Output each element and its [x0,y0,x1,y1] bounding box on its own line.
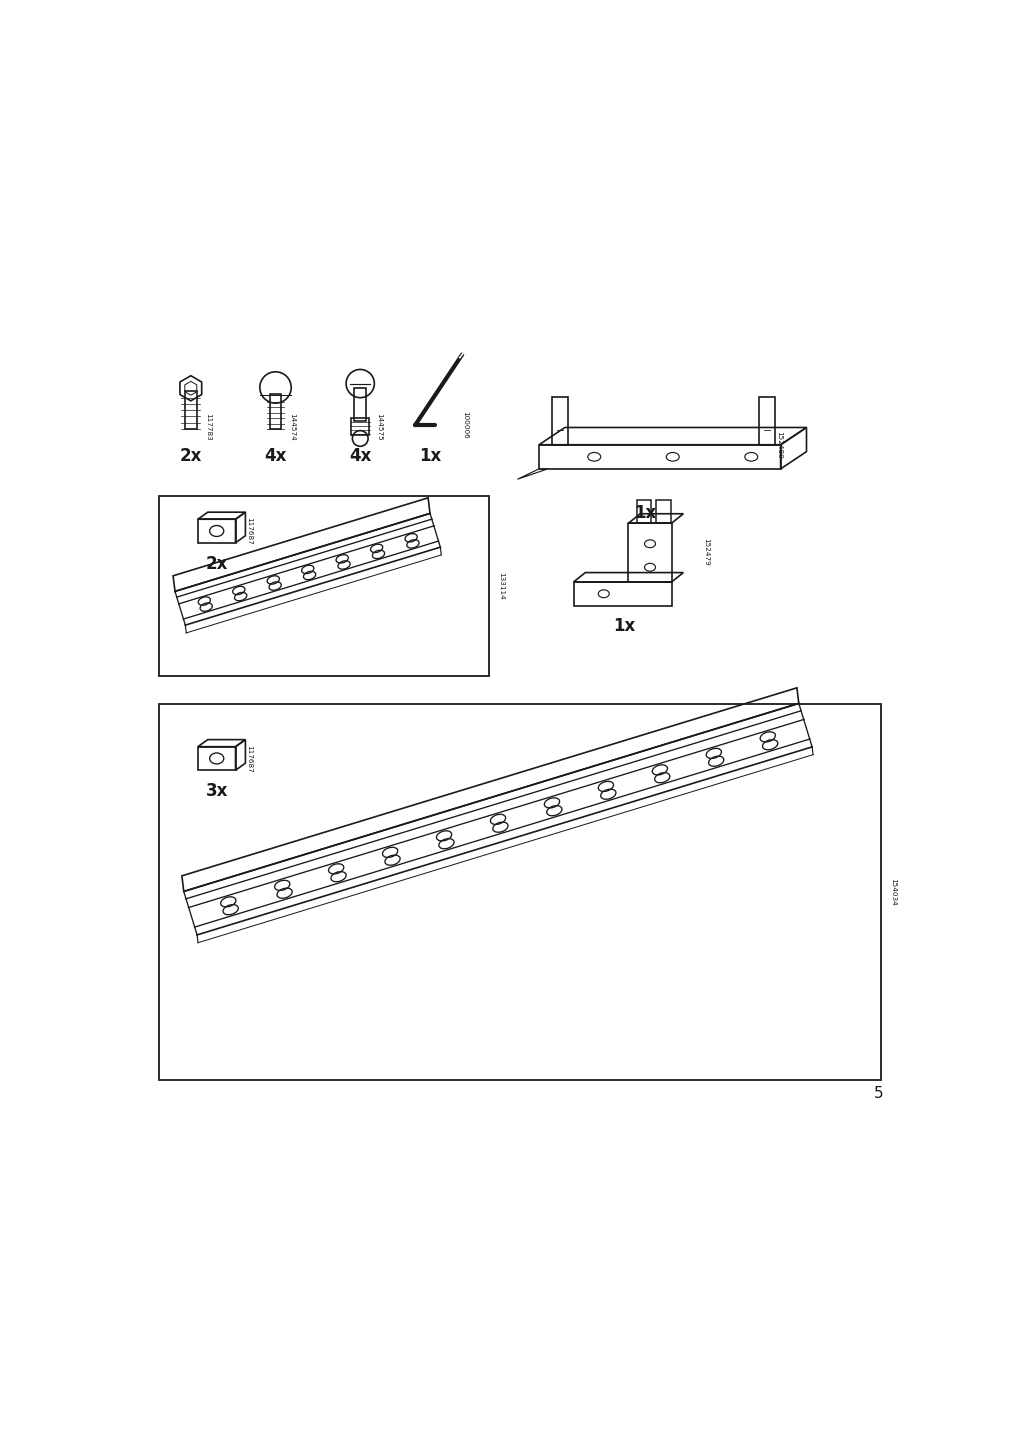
Text: 4x: 4x [349,447,371,465]
Text: 1x: 1x [420,447,442,465]
Text: 2x: 2x [205,554,227,573]
Text: 100006: 100006 [462,411,468,440]
Bar [184,391,197,430]
Text: 117687: 117687 [247,517,253,546]
Bar [354,388,366,421]
Text: 3x: 3x [205,782,227,800]
Text: 152480: 152480 [775,431,782,458]
Text: 117687: 117687 [247,745,253,772]
Text: 144575: 144575 [375,412,381,441]
Text: 4x: 4x [264,447,286,465]
Text: 154034: 154034 [890,878,896,905]
Text: 2x: 2x [179,447,202,465]
Text: 1x: 1x [613,617,635,636]
Text: 5: 5 [872,1087,883,1101]
Text: 133114: 133114 [497,571,503,600]
Text: 144574: 144574 [289,412,295,441]
Bar [270,394,281,430]
Text: 1x: 1x [634,504,656,521]
Bar [351,418,369,435]
Text: 117783: 117783 [205,412,210,441]
Text: 152479: 152479 [703,538,709,566]
